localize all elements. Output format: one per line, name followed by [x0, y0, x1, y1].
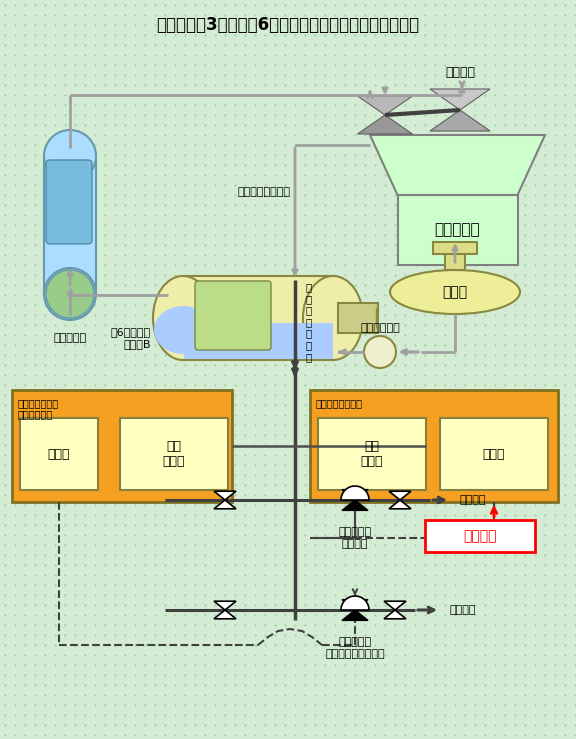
Text: バックアップ用
水位制御装置: バックアップ用 水位制御装置 [18, 398, 59, 420]
Text: 調節器: 調節器 [483, 448, 505, 460]
Bar [20, 418, 98, 490]
Bar [183, 276, 333, 360]
Bar [445, 252, 465, 270]
Polygon shape [384, 610, 406, 619]
Text: 調節器: 調節器 [48, 448, 70, 460]
Polygon shape [358, 96, 412, 115]
Polygon shape [342, 500, 368, 511]
Polygon shape [214, 500, 236, 508]
Text: 常用水位制御装置: 常用水位制御装置 [316, 398, 363, 408]
Text: 水位
検出器: 水位 検出器 [163, 440, 185, 468]
Polygon shape [214, 491, 236, 500]
Polygon shape [342, 490, 368, 500]
Text: 水位制御弁
（常用）: 水位制御弁 （常用） [339, 527, 372, 549]
Ellipse shape [390, 270, 520, 314]
Bar [44, 156, 96, 294]
Bar [12, 390, 232, 502]
Bar [318, 418, 426, 490]
Text: 温
水
（
ド
レ
ン
）: 温 水 （ ド レ ン ） [306, 282, 312, 362]
Text: 水位制御弁
（バックアップ用）: 水位制御弁 （バックアップ用） [325, 637, 385, 658]
Polygon shape [341, 486, 369, 500]
Polygon shape [430, 89, 490, 110]
Bar [425, 520, 535, 552]
Polygon shape [389, 500, 411, 508]
Polygon shape [358, 115, 412, 134]
Text: 伊方発電所3号機　第6高圧給水加熱器まわり概略系統図: 伊方発電所3号機 第6高圧給水加熱器まわり概略系統図 [157, 16, 419, 34]
FancyBboxPatch shape [195, 281, 271, 350]
Polygon shape [341, 596, 369, 610]
Bar [120, 418, 228, 490]
Polygon shape [430, 110, 490, 131]
Ellipse shape [46, 270, 94, 318]
Polygon shape [342, 599, 368, 610]
Text: 当該箇所: 当該箇所 [463, 529, 497, 543]
Text: タービン排気蒸気: タービン排気蒸気 [237, 187, 290, 197]
Bar [433, 242, 477, 254]
Text: 蒸気発生器: 蒸気発生器 [54, 333, 86, 343]
Circle shape [364, 336, 396, 368]
Polygon shape [214, 610, 236, 619]
Text: 復　水　器: 復 水 器 [435, 222, 480, 237]
Text: 脱気器へ: 脱気器へ [460, 495, 487, 505]
Polygon shape [342, 610, 368, 621]
Text: 主給水ポンプ: 主給水ポンプ [360, 323, 400, 333]
Bar [397, 195, 517, 265]
Bar [184, 323, 333, 359]
Ellipse shape [153, 276, 213, 360]
Ellipse shape [154, 306, 212, 354]
Bar [440, 418, 548, 490]
FancyBboxPatch shape [46, 160, 92, 244]
Ellipse shape [303, 276, 363, 360]
Text: 脱気器: 脱気器 [442, 285, 468, 299]
Text: 第6高圧給水
加熱器B: 第6高圧給水 加熱器B [111, 327, 151, 349]
Bar [310, 390, 558, 502]
Text: 水位
検出器: 水位 検出器 [361, 440, 383, 468]
Bar [338, 303, 378, 333]
Text: 復水器へ: 復水器へ [450, 605, 476, 615]
Polygon shape [384, 602, 406, 610]
Ellipse shape [44, 130, 96, 182]
Polygon shape [214, 602, 236, 610]
Polygon shape [389, 491, 411, 500]
Polygon shape [370, 135, 545, 195]
Text: タービン: タービン [445, 66, 475, 78]
Ellipse shape [44, 268, 96, 320]
